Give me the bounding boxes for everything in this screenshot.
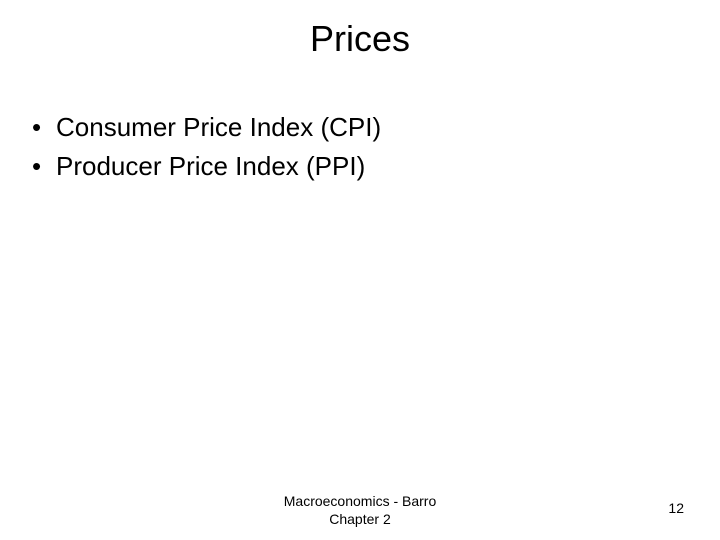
bullet-icon: • [32,110,56,145]
bullet-text: Producer Price Index (PPI) [56,149,365,184]
page-number: 12 [668,500,684,516]
footer-line-2: Chapter 2 [0,511,720,529]
slide-title: Prices [0,18,720,60]
footer-center: Macroeconomics - Barro Chapter 2 [0,493,720,528]
slide-body: • Consumer Price Index (CPI) • Producer … [32,110,672,188]
bullet-icon: • [32,149,56,184]
footer-line-1: Macroeconomics - Barro [0,493,720,511]
bullet-text: Consumer Price Index (CPI) [56,110,381,145]
list-item: • Consumer Price Index (CPI) [32,110,672,145]
list-item: • Producer Price Index (PPI) [32,149,672,184]
slide: Prices • Consumer Price Index (CPI) • Pr… [0,0,720,540]
